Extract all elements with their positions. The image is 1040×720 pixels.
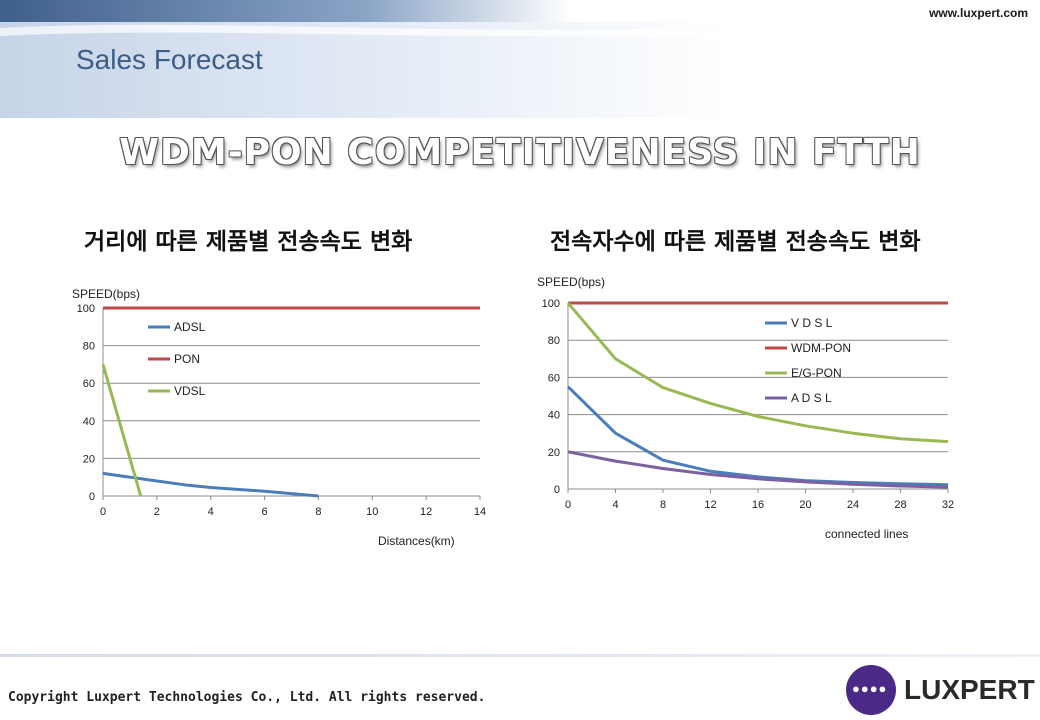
series-line-e-g-pon — [566, 302, 949, 444]
y-tick-label: 60 — [548, 372, 560, 384]
x-tick-label: 8 — [315, 506, 321, 518]
series-line-a-d-s-l — [567, 450, 949, 489]
series-line-vdsl — [101, 363, 143, 497]
y-tick-label: 0 — [89, 491, 95, 503]
x-tick-label: 20 — [799, 499, 811, 511]
legend-label: V D S L — [791, 316, 833, 330]
site-url[interactable]: www.luxpert.com — [929, 6, 1028, 20]
y-axis-title: SPEED(bps) — [72, 287, 140, 301]
distance-speed-chart: 0 20 40 60 80 100 0 2 4 6 8 10 12 14 ADSL PON VDSL SPEED(… — [72, 287, 486, 548]
header-swoosh — [0, 20, 1040, 37]
right-chart-subtitle: 전속자수에 따른 제품별 전송속도 변화 — [550, 229, 921, 255]
legend-label: A D S L — [791, 391, 832, 405]
legend-label: ADSL — [174, 320, 206, 334]
x-tick-label: 10 — [366, 506, 378, 518]
x-tick-label: 16 — [752, 499, 764, 511]
legend-label: WDM-PON — [791, 341, 851, 355]
x-tick-label: 4 — [612, 499, 618, 511]
legend-label: E/G-PON — [791, 366, 842, 380]
legend-label: PON — [174, 352, 200, 366]
x-tick-label: 8 — [660, 499, 666, 511]
x-tick-label: 24 — [847, 499, 859, 511]
logo-circle-icon — [846, 665, 896, 715]
x-tick-label: 2 — [154, 506, 160, 518]
x-tick-label: 6 — [262, 506, 268, 518]
x-tick-label: 28 — [894, 499, 906, 511]
y-tick-label: 60 — [83, 378, 95, 390]
logo-dots-icon: ●●●● — [852, 681, 888, 696]
left-chart-subtitle: 거리에 따른 제품별 전송속도 변화 — [84, 229, 413, 255]
luxpert-logo: ●●●● LUXPERT — [846, 664, 1036, 716]
x-tick-label: 4 — [208, 506, 214, 518]
connected-lines-speed-chart: 0 20 40 60 80 100 0 4 8 12 16 20 24 28 32 V D S L WDM-PO… — [537, 275, 954, 541]
y-tick-label: 100 — [77, 303, 95, 315]
header-strip — [0, 0, 1040, 22]
y-tick-label: 20 — [83, 453, 95, 465]
series-line-adsl — [102, 471, 319, 498]
x-axis-title: connected lines — [825, 527, 908, 541]
x-tick-label: 14 — [474, 506, 486, 518]
y-tick-label: 40 — [548, 410, 560, 422]
footer-copyright: Copyright Luxpert Technologies Co., Ltd.… — [8, 690, 486, 705]
y-tick-label: 40 — [83, 416, 95, 428]
x-tick-label: 32 — [942, 499, 954, 511]
x-tick-label: 0 — [100, 506, 106, 518]
legend-label: VDSL — [174, 384, 206, 398]
y-tick-label: 100 — [542, 298, 560, 310]
y-axis-title: SPEED(bps) — [537, 275, 605, 289]
x-tick-label: 12 — [420, 506, 432, 518]
series-line-v-d-s-l — [566, 385, 949, 487]
x-axis-title: Distances(km) — [378, 534, 455, 548]
page-headline: WDM-PON COMPETITIVENESS IN FTTH — [119, 132, 921, 173]
section-title: Sales Forecast — [76, 44, 263, 75]
y-tick-label: 20 — [548, 447, 560, 459]
y-tick-label: 80 — [548, 335, 560, 347]
footer-divider — [0, 654, 1040, 657]
logo-text: LUXPERT — [904, 674, 1035, 705]
x-tick-label: 12 — [704, 499, 716, 511]
x-tick-label: 0 — [565, 499, 571, 511]
y-tick-label: 80 — [83, 341, 95, 353]
y-tick-label: 0 — [554, 484, 560, 496]
